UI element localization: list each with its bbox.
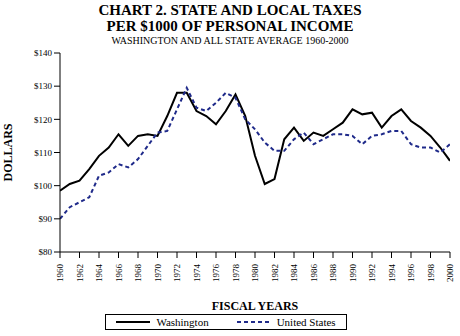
svg-text:1968: 1968 [133,264,143,283]
svg-text:1976: 1976 [211,264,221,283]
svg-text:2000: 2000 [445,264,452,283]
svg-text:1964: 1964 [94,264,104,283]
html-text:WASHINGTON AND ALL STATE AVERA: WASHINGTON AND ALL STATE AVERAGE 1960-20… [111,35,349,46]
svg-text:$110: $110 [34,148,52,158]
svg-text:1992: 1992 [367,264,377,282]
svg-text:1996: 1996 [406,264,416,283]
svg-text:1982: 1982 [270,264,280,282]
svg-text:1960: 1960 [55,264,65,283]
svg-text:1998: 1998 [426,264,436,283]
svg-text:1972: 1972 [172,264,182,282]
svg-text:1994: 1994 [387,264,397,283]
svg-text:1988: 1988 [328,264,338,283]
svg-text:$140: $140 [34,48,53,58]
html-text:United States: United States [276,316,336,328]
svg-text:DOLLARS: DOLLARS [8,123,15,181]
svg-text:1978: 1978 [231,264,241,283]
svg-text:1986: 1986 [309,264,319,283]
svg-text:1990: 1990 [348,264,358,283]
svg-text:1962: 1962 [75,264,85,282]
svg-text:1966: 1966 [114,264,124,283]
svg-text:1980: 1980 [250,264,260,283]
svg-text:1974: 1974 [192,264,202,283]
svg-text:1970: 1970 [153,264,163,283]
svg-text:$120: $120 [34,115,53,125]
svg-text:1984: 1984 [289,264,299,283]
svg-text:$130: $130 [34,81,53,91]
html-text:Washington: Washington [156,316,209,328]
html-text:CHART 2. STATE AND LOCAL TAXES: CHART 2. STATE AND LOCAL TAXES PER $1000… [98,2,362,34]
svg-text:$90: $90 [39,214,53,224]
svg-text:FISCAL YEARS: FISCAL YEARS [212,299,299,313]
svg-text:$100: $100 [34,181,53,191]
svg-text:$80: $80 [39,247,53,257]
